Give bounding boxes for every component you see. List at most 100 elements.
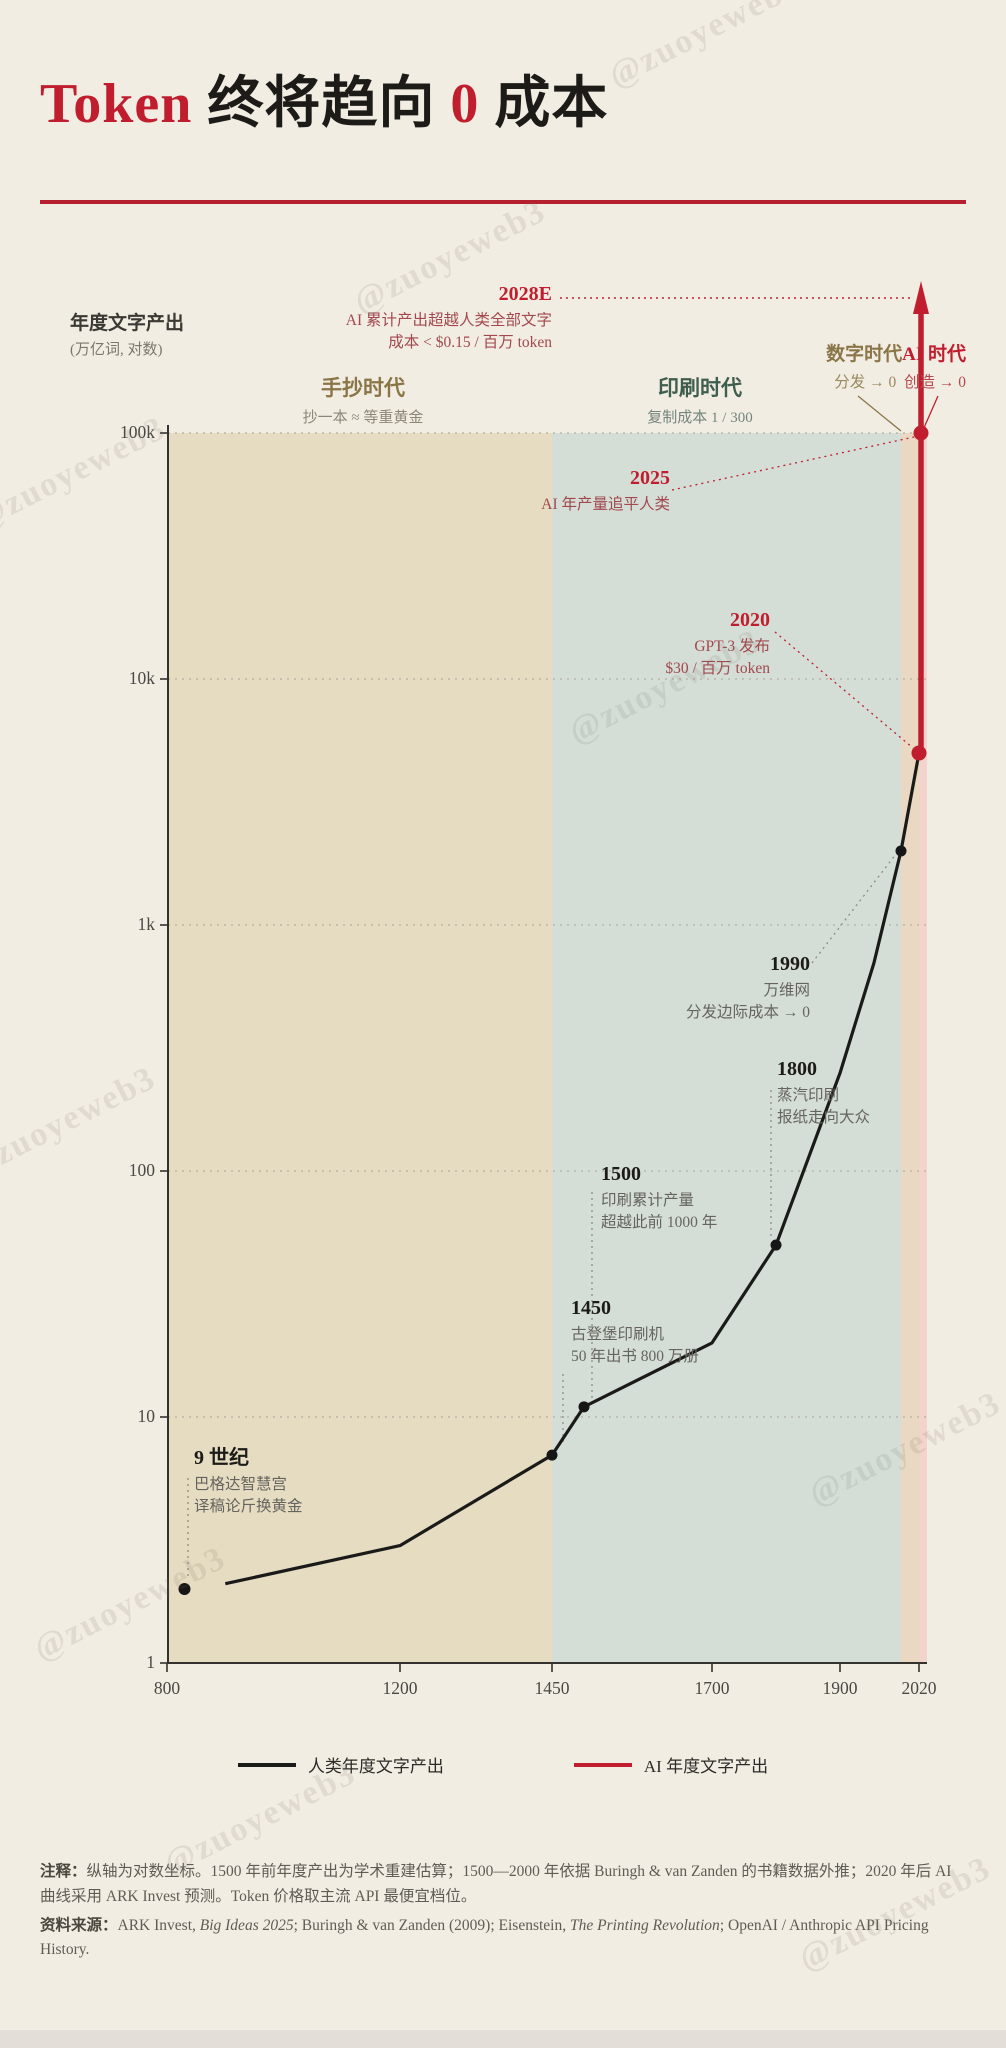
y-tick-label: 1 <box>146 1652 155 1672</box>
era-sub: 抄一本 ≈ 等重黄金 <box>302 409 424 426</box>
annotation-line: 50 年出书 800 万册 <box>571 1348 699 1366</box>
leader-line <box>774 631 914 749</box>
y-tick-label: 1k <box>137 914 156 934</box>
y-tick-label: 10 <box>137 1406 156 1426</box>
annotation-line: 巴格达智慧宫 <box>194 1476 288 1494</box>
source-title-italic: Big Ideas 2025 <box>199 1916 294 1934</box>
legend-label: 人类年度文字产出 <box>307 1757 444 1776</box>
ai-dot-2020 <box>911 745 927 761</box>
annotation-line: 分发边际成本 → 0 <box>685 1004 810 1022</box>
milestone-dot-9th-century <box>178 1582 191 1595</box>
era-ai-name: AI 时代 <box>902 344 966 365</box>
annotation-line: AI 年产量追平人类 <box>541 496 670 514</box>
era-ai-sub: 创造 → 0 <box>903 373 966 391</box>
annotation-year: 1500 <box>601 1163 641 1185</box>
era-header-digital-ai: 数字时代AI 时代 分发 → 0 创造 → 0 <box>740 342 966 394</box>
annotation-year: 2028E <box>498 283 552 305</box>
source-text-part: ; Buringh & van Zanden (2009); Eisenstei… <box>293 1916 570 1934</box>
annotation-1990: 1990 万维网 分发边际成本 → 0 <box>562 950 810 1024</box>
annotation-line: 成本 < $0.15 / 百万 token <box>388 334 552 352</box>
footnotes: 注释：纵轴为对数坐标。1500 年前年度产出为学术重建估算；1500—2000 … <box>40 1860 966 1967</box>
y-tick-label: 100k <box>120 422 155 442</box>
leader-line <box>922 395 939 431</box>
annotation-year: 1800 <box>777 1058 817 1080</box>
era-band <box>168 433 552 1663</box>
source-text: ARK Invest, Big Ideas 2025; Buringh & va… <box>40 1917 929 1959</box>
era-band <box>920 433 927 1663</box>
note-text: 纵轴为对数坐标。1500 年前年度产出为学术重建估算；1500—2000 年依据… <box>40 1863 952 1905</box>
era-band <box>901 433 921 1663</box>
milestone-dot <box>770 1239 782 1251</box>
x-tick-label: 800 <box>153 1678 181 1698</box>
legend-label: AI 年度文字产出 <box>643 1757 769 1776</box>
annotation-line: GPT-3 发布 <box>694 638 770 656</box>
era-sub: 复制成本 1 / 300 <box>647 409 753 426</box>
annotation-line: 译稿论斤换黄金 <box>194 1498 303 1516</box>
annotation-9th-century: 9 世纪 巴格达智慧宫 译稿论斤换黄金 <box>194 1444 414 1518</box>
annotation-2028e: 2028E AI 累计产出超越人类全部文字 成本 < $0.15 / 百万 to… <box>200 280 552 354</box>
y-tick-label: 100 <box>128 1160 155 1180</box>
title-mid: 终将趋向 <box>192 73 451 135</box>
annotation-year: 2020 <box>730 609 770 631</box>
annotation-year: 9 世纪 <box>194 1447 249 1469</box>
legend: 人类年度文字产出 AI 年度文字产出 <box>0 1752 1006 1777</box>
source-text-part: ; OpenAI / Anthropic API Pricing History… <box>40 1916 929 1959</box>
note-line: 注释：纵轴为对数坐标。1500 年前年度产出为学术重建估算；1500—2000 … <box>40 1860 966 1910</box>
annotation-1500: 1500 印刷累计产量 超越此前 1000 年 <box>601 1160 831 1234</box>
x-tick-label: 1700 <box>694 1678 730 1698</box>
x-tick-label: 1450 <box>534 1678 570 1698</box>
annotation-line: 报纸走向大众 <box>777 1109 871 1127</box>
y-axis-unit: (万亿词, 对数) <box>70 342 163 358</box>
era-header-print: 印刷时代 复制成本 1 / 300 <box>595 374 805 429</box>
note-label: 注释： <box>40 1863 87 1880</box>
human-output-curve <box>224 752 921 1586</box>
annotation-line: 印刷累计产量 <box>601 1192 695 1210</box>
legend-item-human: 人类年度文字产出 <box>237 1752 444 1777</box>
ai-dot-2025 <box>913 425 929 441</box>
annotation-line: $30 / 百万 token <box>665 660 770 678</box>
source-title-italic: The Printing Revolution <box>569 1916 720 1934</box>
annotation-1800: 1800 蒸汽印刷 报纸走向大众 <box>777 1055 987 1129</box>
x-tick-label: 1200 <box>382 1678 418 1698</box>
title-rule <box>40 200 966 204</box>
milestone-dot <box>895 845 907 857</box>
y-axis-title: 年度文字产出 <box>70 313 185 334</box>
x-tick-label: 1900 <box>822 1678 858 1698</box>
era-header-manuscript: 手抄时代 抄一本 ≈ 等重黄金 <box>258 374 468 429</box>
legend-item-ai: AI 年度文字产出 <box>573 1752 769 1777</box>
era-band <box>552 433 901 1663</box>
annotation-2020: 2020 GPT-3 发布 $30 / 百万 token <box>520 606 770 680</box>
leader-line <box>811 853 897 964</box>
x-tick-label: 2020 <box>901 1678 937 1698</box>
milestone-dot <box>578 1401 590 1413</box>
annotation-line: AI 累计产出超越人类全部文字 <box>345 312 552 330</box>
bottom-strip <box>0 2030 1006 2048</box>
leader-line <box>857 395 902 432</box>
human-line-swatch <box>237 1762 296 1767</box>
era-name: 印刷时代 <box>658 376 742 400</box>
annotation-line: 蒸汽印刷 <box>777 1087 840 1105</box>
era-digital-name: 数字时代 <box>826 344 903 365</box>
annotation-line: 超越此前 1000 年 <box>601 1214 718 1232</box>
page-title: Token 终将趋向 0 成本 <box>40 58 608 139</box>
source-label: 资料来源： <box>40 1916 118 1934</box>
title-zero: 0 <box>450 73 480 135</box>
ai-arrowhead <box>913 281 929 314</box>
annotation-year: 2025 <box>630 467 670 489</box>
title-token: Token <box>40 73 193 135</box>
y-tick-label: 10k <box>128 668 155 688</box>
annotation-line: 万维网 <box>763 982 810 1000</box>
title-end: 成本 <box>479 73 609 135</box>
source-line: 资料来源：ARK Invest, Big Ideas 2025; Buringh… <box>40 1914 966 1964</box>
annotation-year: 1990 <box>770 953 810 975</box>
annotation-2025: 2025 AI 年产量追平人类 <box>420 464 670 516</box>
annotation-line: 古登堡印刷机 <box>571 1326 665 1344</box>
milestone-dot <box>546 1449 558 1461</box>
ai-line-swatch <box>573 1762 632 1767</box>
era-digital-sub: 分发 → 0 <box>834 373 897 391</box>
era-name: 手抄时代 <box>321 376 405 400</box>
annotation-year: 1450 <box>571 1297 611 1319</box>
annotation-1450: 1450 古登堡印刷机 50 年出书 800 万册 <box>571 1294 811 1368</box>
